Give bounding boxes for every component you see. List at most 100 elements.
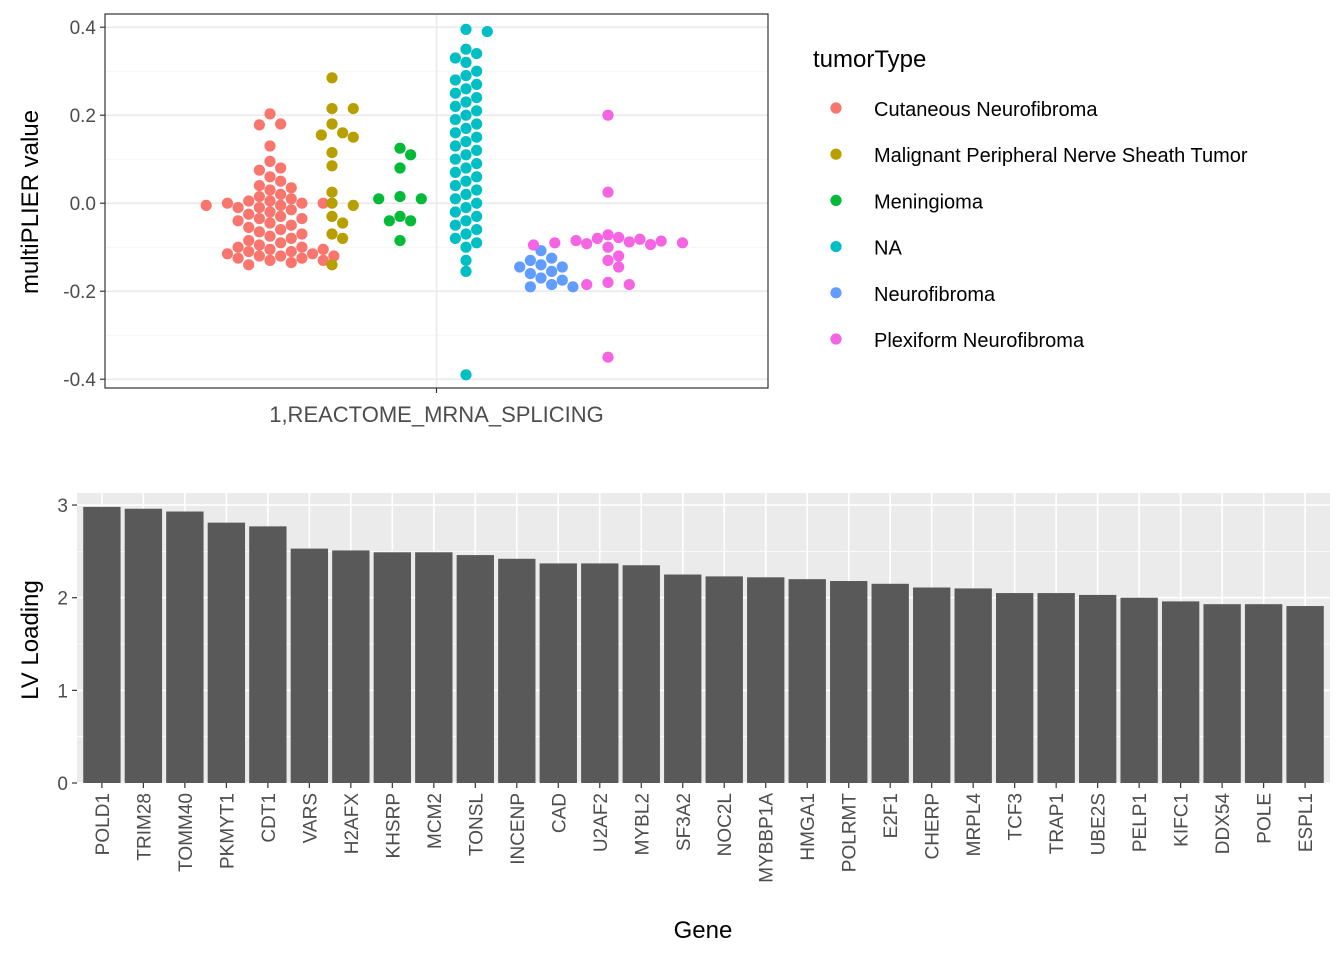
beeswarm-point: [264, 108, 276, 120]
legend-key-dot: [830, 102, 842, 114]
bar-x-tick-label: KIFC1: [1172, 793, 1193, 847]
bar-y-tick-label: 0: [57, 774, 68, 795]
beeswarm-point: [581, 279, 593, 291]
beeswarm-point: [326, 147, 338, 159]
beeswarm-point: [243, 235, 255, 247]
beeswarm-point: [634, 233, 646, 245]
beeswarm-y-tick-label: -0.4: [63, 370, 96, 391]
beeswarm-point: [471, 210, 483, 222]
beeswarm-point: [460, 149, 472, 161]
legend-item-label: Neurofibroma: [874, 284, 996, 306]
bar-x-tick-label: CDT1: [259, 793, 280, 843]
legend-key-dot: [830, 287, 842, 299]
legend-key-dot: [830, 148, 842, 160]
beeswarm-point: [317, 243, 329, 255]
beeswarm-point: [405, 215, 417, 227]
beeswarm-point: [285, 232, 297, 244]
beeswarm-point: [460, 215, 472, 227]
beeswarm-point: [275, 162, 287, 174]
beeswarm-point: [460, 83, 472, 95]
beeswarm-point: [275, 175, 287, 187]
beeswarm-point: [449, 166, 461, 178]
beeswarm-point: [623, 236, 635, 248]
bar: [913, 587, 951, 783]
beeswarm-point: [285, 182, 297, 194]
beeswarm-point: [253, 164, 265, 176]
beeswarm-point: [221, 197, 234, 209]
bar-x-tick-label: MYBL2: [632, 793, 653, 855]
beeswarm-point: [232, 215, 244, 227]
beeswarm-point: [326, 259, 338, 271]
bar: [664, 574, 702, 783]
beeswarm-point: [285, 257, 297, 269]
beeswarm-point: [460, 202, 472, 214]
beeswarm-point: [264, 206, 276, 218]
bar-x-tick-label: PELP1: [1130, 793, 1151, 852]
beeswarm-point: [264, 184, 276, 196]
beeswarm-point: [546, 279, 558, 291]
bar: [415, 552, 453, 783]
beeswarm-point: [264, 155, 276, 167]
beeswarm-point: [347, 199, 359, 211]
beeswarm-point: [546, 252, 558, 264]
beeswarm-point: [449, 127, 461, 139]
beeswarm-point: [264, 243, 276, 255]
beeswarm-gridlines: [105, 14, 768, 388]
bar: [622, 565, 660, 783]
beeswarm-point: [326, 186, 338, 198]
beeswarm-point: [546, 265, 558, 277]
beeswarm-point: [296, 252, 308, 264]
beeswarm-point: [602, 276, 614, 288]
beeswarm-point: [405, 149, 417, 161]
beeswarm-point: [460, 122, 472, 134]
beeswarm-point: [373, 193, 385, 205]
beeswarm-point: [471, 105, 483, 117]
beeswarm-point: [613, 231, 625, 244]
beeswarm-point: [613, 261, 625, 273]
bar-x-tick-label: E2F1: [881, 793, 902, 838]
beeswarm-point: [471, 237, 483, 249]
beeswarm-point: [581, 238, 593, 250]
beeswarm-x-axis: 1,REACTOME_MRNA_SPLICING: [269, 388, 604, 427]
beeswarm-point: [253, 239, 265, 251]
bar: [332, 550, 370, 783]
beeswarm-point: [449, 219, 461, 231]
beeswarm-point: [471, 118, 483, 130]
bar: [747, 577, 785, 783]
beeswarm-point: [243, 246, 255, 258]
beeswarm-point: [253, 213, 265, 225]
bar: [705, 576, 743, 783]
beeswarm-point: [514, 261, 526, 273]
bar: [830, 581, 868, 783]
beeswarm-point: [471, 158, 483, 170]
beeswarm-point: [460, 43, 472, 55]
beeswarm-point: [264, 140, 276, 152]
bar: [1161, 601, 1200, 783]
bar: [373, 552, 411, 783]
bar-y-tick-label: 1: [57, 681, 68, 702]
beeswarm-panel: 0.4 0.2 0.0 -0.2 -0.4 1,REACTOME_MRNA_SPLICI…: [17, 13, 769, 427]
beeswarm-point: [460, 369, 472, 381]
beeswarm-point: [243, 221, 255, 233]
bar-x-tick-label: TRIM28: [134, 793, 155, 861]
beeswarm-point: [460, 96, 472, 108]
bar-chart-panel: 0 1 2 3 POLD1 TRIM28 TOMM40 PKMYT1 CDT1 VARS H2AF…: [17, 493, 1330, 944]
bar-x-tick-label: POLD1: [93, 793, 114, 855]
bar-x-tick-label: H2AFX: [342, 793, 363, 855]
bar-x-tick-label: TONSL: [466, 793, 487, 856]
bar-x-tick-label: TOMM40: [176, 793, 197, 872]
beeswarm-point: [460, 241, 472, 253]
beeswarm-point: [524, 268, 536, 280]
beeswarm-point: [315, 129, 327, 141]
bar-x-tick-label: MCM2: [425, 793, 446, 849]
legend: tumorType Cutaneous Neurofibroma Malignan…: [813, 46, 1248, 352]
bar-y-axis-title: LV Loading: [17, 580, 44, 700]
beeswarm-point: [326, 103, 338, 115]
beeswarm-point: [449, 74, 461, 86]
beeswarm-point: [243, 195, 255, 207]
bar-x-tick-label: TRAP1: [1047, 793, 1068, 854]
bar: [1244, 604, 1283, 783]
beeswarm-point: [394, 162, 406, 174]
beeswarm-point: [275, 237, 287, 249]
